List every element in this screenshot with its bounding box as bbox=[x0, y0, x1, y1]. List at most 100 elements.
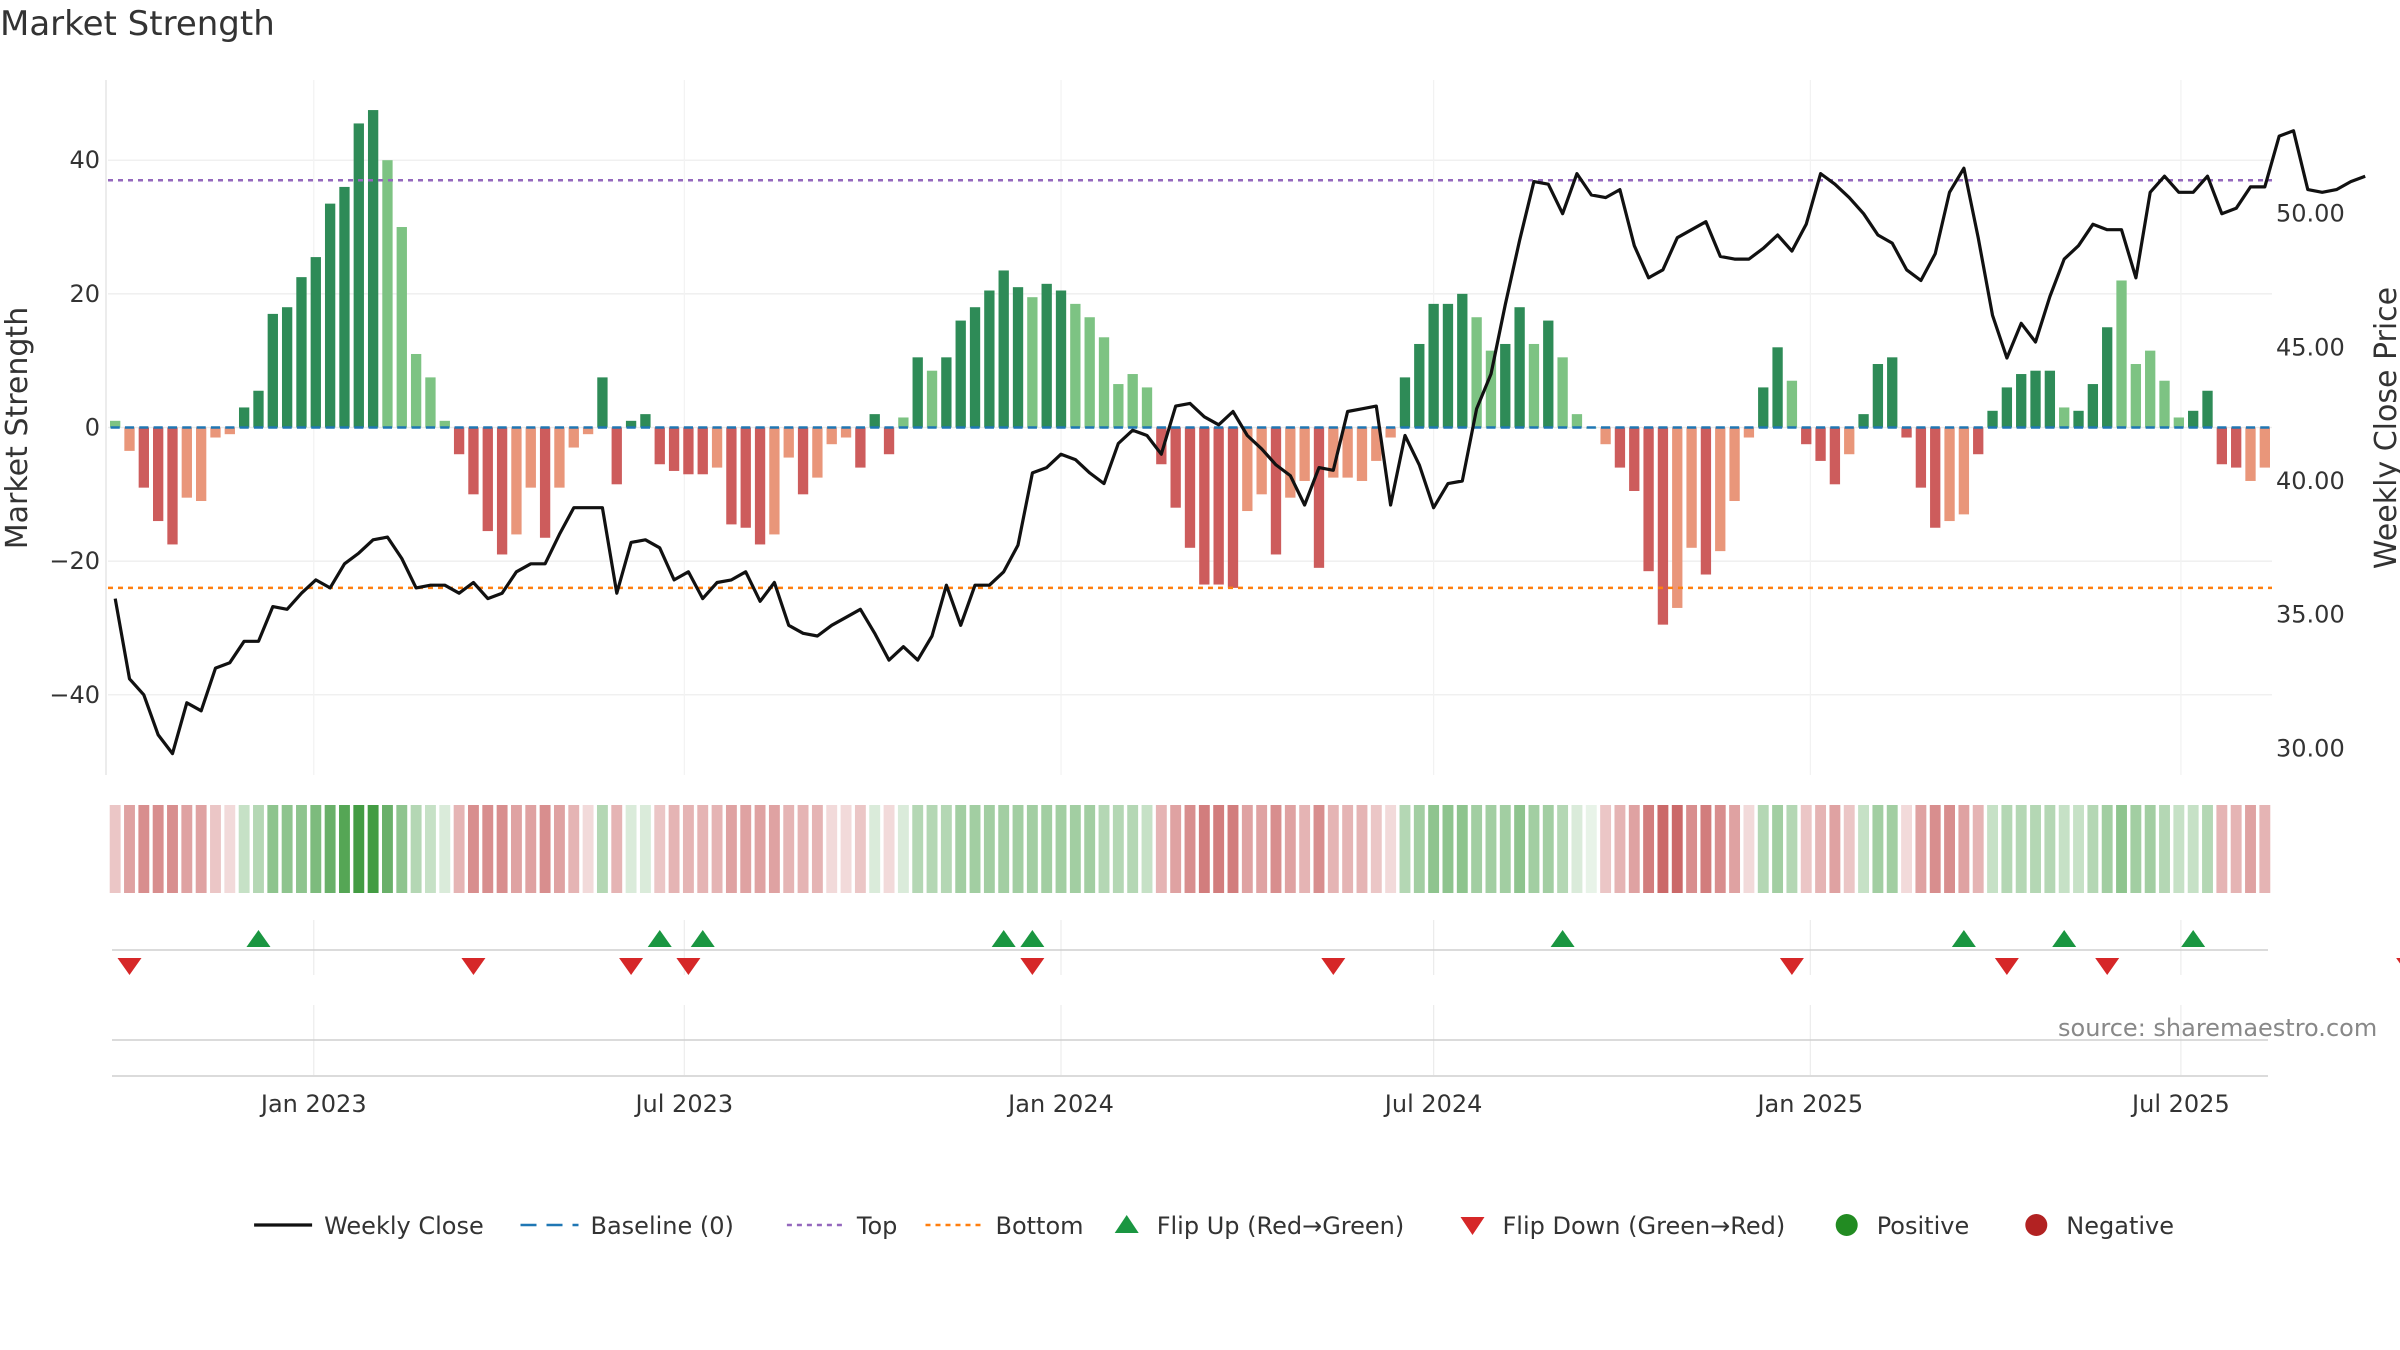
regime-cell bbox=[1256, 805, 1268, 893]
flip-down-marker bbox=[2396, 958, 2400, 964]
legend-label: Positive bbox=[1877, 1212, 1970, 1240]
regime-cell bbox=[1127, 805, 1139, 893]
strength-bar bbox=[826, 427, 837, 445]
left-tick-label: 40 bbox=[69, 146, 100, 174]
legend-label: Top bbox=[856, 1212, 898, 1240]
strength-bar bbox=[2059, 407, 2070, 428]
strength-bar bbox=[2159, 380, 2170, 428]
regime-cell bbox=[969, 805, 981, 893]
strength-bar bbox=[740, 427, 751, 528]
strength-bar bbox=[339, 186, 350, 428]
regime-cell bbox=[740, 805, 752, 893]
strength-bar bbox=[1428, 303, 1439, 428]
strength-bar bbox=[955, 320, 966, 428]
regime-cell bbox=[1327, 805, 1339, 893]
legend-item-flip_up: Flip Up (Red→Green) bbox=[1114, 1212, 1404, 1240]
strength-bar bbox=[181, 427, 192, 498]
strength-bar bbox=[1672, 427, 1683, 608]
regime-cell bbox=[267, 805, 279, 893]
flip-up-marker bbox=[2181, 930, 2206, 947]
regime-cell bbox=[296, 805, 307, 893]
strength-bar bbox=[1844, 427, 1855, 455]
strength-bar bbox=[969, 307, 981, 428]
regime-cell bbox=[1198, 805, 1210, 893]
regime-cell bbox=[1757, 805, 1769, 893]
regime-cell bbox=[1958, 805, 1970, 893]
regime-cell bbox=[2030, 805, 2041, 893]
regime-cell bbox=[553, 805, 565, 893]
regime-cell bbox=[339, 805, 350, 893]
strength-bar bbox=[2259, 427, 2270, 468]
strength-bar bbox=[310, 257, 321, 428]
strength-bar bbox=[582, 427, 594, 435]
strength-bar bbox=[1786, 380, 1798, 428]
regime-cell bbox=[1542, 805, 1554, 893]
strength-bar bbox=[1242, 427, 1253, 512]
strength-bar bbox=[1414, 343, 1425, 428]
regime-cell bbox=[797, 805, 809, 893]
regime-cell bbox=[1442, 805, 1454, 893]
regime-cell bbox=[496, 805, 508, 893]
strength-bar bbox=[1729, 427, 1740, 502]
strength-bar bbox=[1055, 290, 1067, 428]
legend-swatch bbox=[2025, 1214, 2048, 1236]
regime-cell bbox=[2144, 805, 2156, 893]
strength-bar bbox=[611, 427, 622, 485]
x-tick-label: Jan 2023 bbox=[259, 1090, 367, 1118]
strength-bar bbox=[482, 427, 493, 532]
regime-cell bbox=[1141, 805, 1153, 893]
strength-bar bbox=[1012, 287, 1024, 428]
flip-down-marker bbox=[1779, 958, 1804, 975]
regime-cell bbox=[654, 805, 666, 893]
regime-cell bbox=[926, 805, 938, 893]
regime-cell bbox=[510, 805, 522, 893]
regime-cell bbox=[1055, 805, 1067, 893]
strength-bar bbox=[2001, 387, 2013, 428]
regime-cell bbox=[124, 805, 135, 893]
regime-cell bbox=[152, 805, 164, 893]
regime-cell bbox=[912, 805, 924, 893]
flip-down-marker bbox=[117, 958, 142, 975]
regime-strip bbox=[109, 805, 2271, 893]
regime-cell bbox=[1585, 805, 1597, 893]
strength-bar bbox=[1385, 427, 1396, 438]
legend-label: Bottom bbox=[996, 1212, 1084, 1240]
strength-bar bbox=[1657, 427, 1669, 625]
flip-up-marker bbox=[690, 930, 715, 947]
regime-cell bbox=[195, 805, 207, 893]
regime-cell bbox=[668, 805, 680, 893]
regime-cell bbox=[1729, 805, 1741, 893]
legend-item-top: Top bbox=[786, 1212, 898, 1240]
regime-cell bbox=[253, 805, 264, 893]
strength-bar bbox=[1256, 427, 1267, 495]
legend-label: Baseline (0) bbox=[591, 1212, 734, 1240]
strength-bar bbox=[840, 427, 852, 438]
strength-bar bbox=[1614, 427, 1626, 468]
strength-bar bbox=[1571, 414, 1583, 428]
strength-bar bbox=[1528, 343, 1540, 428]
regime-cell bbox=[1370, 805, 1382, 893]
regime-cell bbox=[2216, 805, 2228, 893]
regime-cell bbox=[367, 805, 379, 893]
strength-bar bbox=[1471, 317, 1482, 428]
left-axis: −40 −20 0 20 40 Market Strength bbox=[0, 146, 100, 709]
regime-cell bbox=[2130, 805, 2142, 893]
strength-bar bbox=[110, 420, 121, 428]
left-tick-label: −20 bbox=[49, 547, 100, 575]
regime-cell bbox=[482, 805, 494, 893]
regime-cell bbox=[1929, 805, 1941, 893]
regime-cell bbox=[1241, 805, 1253, 893]
strength-bar bbox=[1629, 427, 1640, 491]
right-axis: 30.00 35.00 40.00 45.00 50.00 Weekly Close Pr… bbox=[2276, 200, 2400, 763]
strength-bar bbox=[668, 427, 680, 471]
strength-bar bbox=[1156, 427, 1167, 465]
strength-bar bbox=[1743, 427, 1755, 438]
regime-cell bbox=[2101, 805, 2113, 893]
strength-bar bbox=[1557, 357, 1568, 428]
regime-cell bbox=[1915, 805, 1927, 893]
flip-down-marker bbox=[1994, 958, 2019, 975]
regime-cell bbox=[768, 805, 780, 893]
flip-down-marker bbox=[676, 958, 701, 975]
regime-cell bbox=[2202, 805, 2213, 893]
regime-cell bbox=[2044, 805, 2056, 893]
